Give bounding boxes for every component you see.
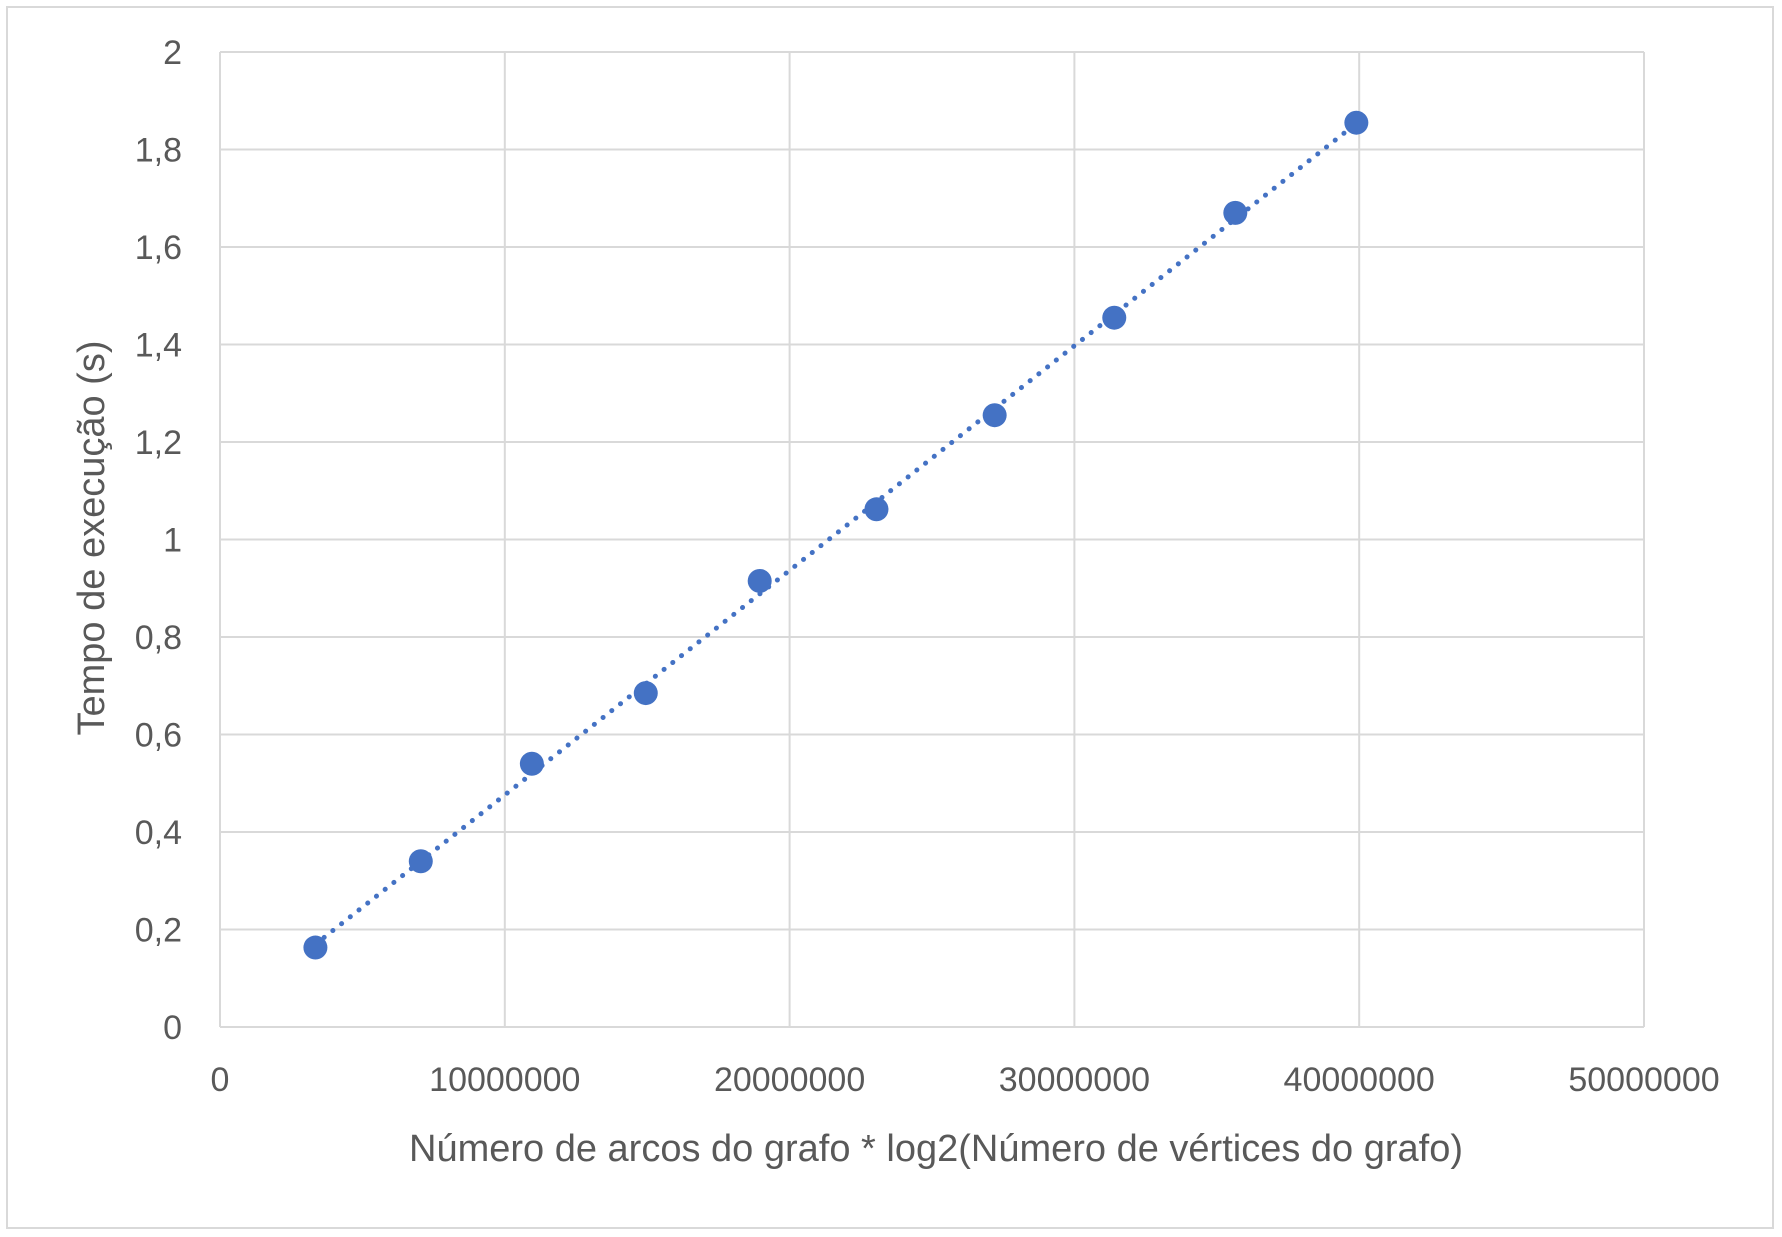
y-tick-label-10: 2 — [163, 34, 182, 72]
x-tick-label-5: 50000000 — [1568, 1061, 1719, 1099]
x-tick-labels: 0 10000000 20000000 30000000 40000000 5000000… — [211, 1061, 1720, 1099]
trendline-layer — [312, 120, 1359, 947]
data-point-5 — [864, 497, 889, 522]
x-tick-label-2: 20000000 — [714, 1061, 865, 1099]
y-tick-label-8: 1,6 — [135, 229, 182, 267]
y-tick-labels: 0 0,2 0,4 0,6 0,8 1 1,2 1,4 1,6 1,8 2 — [135, 34, 182, 1047]
x-tick-label-0: 0 — [211, 1061, 230, 1099]
y-tick-label-7: 1,4 — [135, 327, 182, 365]
y-tick-label-2: 0,4 — [135, 814, 182, 852]
trendline-0 — [312, 120, 1359, 947]
data-point-9 — [1344, 110, 1369, 135]
data-point-8 — [1223, 200, 1248, 225]
data-point-0 — [303, 935, 328, 960]
grid — [219, 51, 1645, 1028]
y-axis-title: Tempo de execução (s) — [71, 341, 113, 736]
x-axis-title: Número de arcos do grafo * log2(Número d… — [409, 1128, 1463, 1170]
y-tick-label-1: 0,2 — [135, 912, 182, 950]
y-tick-label-9: 1,8 — [135, 132, 182, 170]
chart-frame — [6, 6, 1774, 1229]
x-tick-label-1: 10000000 — [429, 1061, 580, 1099]
y-tick-label-4: 0,8 — [135, 619, 182, 657]
data-point-7 — [1102, 305, 1127, 330]
data-points — [303, 110, 1369, 960]
data-point-6 — [982, 403, 1007, 428]
x-tick-label-4: 40000000 — [1284, 1061, 1435, 1099]
data-point-1 — [408, 849, 433, 874]
data-point-4 — [747, 568, 772, 593]
y-tick-label-6: 1,2 — [135, 424, 182, 462]
data-point-3 — [633, 681, 658, 706]
y-tick-label-5: 1 — [163, 522, 182, 560]
y-tick-label-3: 0,6 — [135, 717, 182, 755]
data-point-2 — [519, 751, 544, 776]
x-tick-label-3: 30000000 — [999, 1061, 1150, 1099]
y-tick-label-0: 0 — [163, 1009, 182, 1047]
